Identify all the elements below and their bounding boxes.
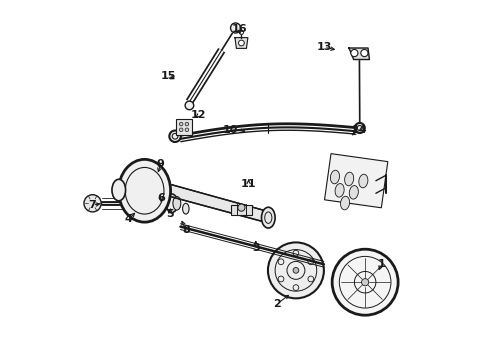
Text: 1: 1	[377, 259, 385, 269]
Ellipse shape	[112, 179, 125, 201]
Ellipse shape	[166, 194, 177, 213]
Circle shape	[230, 23, 241, 33]
Text: 16: 16	[232, 24, 247, 35]
Text: 12: 12	[191, 111, 206, 121]
Polygon shape	[349, 48, 369, 59]
Circle shape	[239, 40, 245, 46]
Circle shape	[351, 49, 358, 57]
Text: 5: 5	[166, 209, 173, 219]
Ellipse shape	[173, 197, 181, 210]
Circle shape	[293, 267, 299, 273]
Circle shape	[179, 128, 183, 132]
Text: 6: 6	[157, 193, 165, 203]
Ellipse shape	[359, 174, 368, 188]
Ellipse shape	[183, 203, 189, 214]
Bar	[176, 119, 192, 135]
Ellipse shape	[262, 207, 275, 228]
Text: 15: 15	[160, 71, 175, 81]
Text: 3: 3	[252, 243, 260, 253]
Ellipse shape	[349, 185, 358, 199]
Text: 11: 11	[241, 179, 256, 189]
Circle shape	[362, 279, 368, 286]
Ellipse shape	[119, 159, 171, 222]
Text: 7: 7	[89, 200, 97, 210]
Ellipse shape	[160, 192, 166, 197]
Circle shape	[361, 49, 368, 57]
FancyBboxPatch shape	[324, 154, 388, 208]
Text: 8: 8	[182, 225, 190, 235]
Text: 9: 9	[157, 159, 165, 169]
Text: 10: 10	[223, 125, 238, 135]
Text: 13: 13	[316, 42, 332, 52]
Ellipse shape	[344, 172, 354, 186]
Ellipse shape	[335, 184, 344, 197]
Circle shape	[268, 242, 324, 298]
Circle shape	[185, 128, 189, 132]
Circle shape	[332, 249, 398, 315]
Polygon shape	[235, 38, 248, 48]
Text: 4: 4	[124, 215, 132, 224]
Ellipse shape	[330, 170, 340, 184]
Text: 14: 14	[352, 125, 368, 135]
Circle shape	[238, 204, 245, 211]
Circle shape	[179, 122, 183, 126]
Bar	[231, 205, 252, 215]
Text: 2: 2	[273, 299, 281, 309]
Ellipse shape	[170, 131, 181, 142]
Circle shape	[239, 30, 244, 35]
Circle shape	[185, 101, 194, 110]
Ellipse shape	[355, 123, 365, 133]
Circle shape	[84, 195, 101, 212]
Circle shape	[185, 122, 189, 126]
Ellipse shape	[341, 196, 349, 210]
Ellipse shape	[154, 195, 164, 212]
